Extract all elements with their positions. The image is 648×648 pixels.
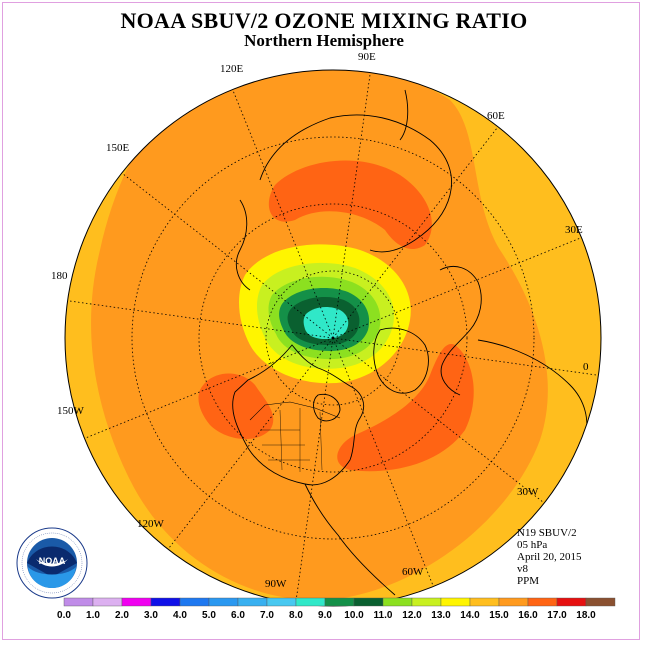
east-asia-coast	[236, 199, 251, 291]
latitude-circle	[198, 203, 468, 473]
meridian-line	[332, 337, 545, 504]
meridian-line	[332, 337, 434, 587]
hudson-bay	[313, 393, 341, 422]
meridian-line	[84, 337, 334, 439]
noaa-logo: NOAA	[16, 527, 88, 599]
meridian-line	[232, 89, 334, 339]
meridian-line	[332, 126, 499, 339]
lon-label-0: 0	[583, 361, 589, 373]
meridian-line	[332, 72, 371, 339]
meridian-line	[332, 237, 582, 339]
lon-label-150w: 150W	[57, 405, 84, 417]
lon-label-60w: 60W	[402, 566, 424, 578]
lon-label-120w: 120W	[137, 518, 164, 530]
meridian-line	[332, 337, 599, 376]
lon-label-90w: 90W	[265, 578, 287, 590]
units-label: PPM	[517, 575, 540, 587]
india-coast	[399, 89, 409, 141]
lon-label-180: 180	[51, 270, 68, 282]
map-title: NOAA SBUV/2 OZONE MIXING RATIO	[120, 8, 528, 33]
date-label: April 20, 2015	[517, 551, 582, 563]
graticule	[67, 72, 599, 604]
north-america-coast	[232, 344, 364, 486]
meridian-line	[67, 300, 334, 339]
info-block: N19 SBUV/2 05 hPa April 20, 2015 v8 PPM	[517, 527, 581, 587]
asia-coast	[259, 114, 453, 253]
version-label: v8	[517, 563, 528, 575]
figure-frame	[2, 2, 640, 640]
greenland-coast	[373, 327, 429, 394]
lon-label-120e: 120E	[220, 63, 244, 75]
map-subtitle: Northern Hemisphere	[244, 31, 404, 50]
meridian-line	[167, 337, 334, 550]
lon-label-30e: 30E	[565, 224, 583, 236]
lon-label-60e: 60E	[487, 110, 505, 122]
lon-label-30w: 30W	[517, 486, 539, 498]
lon-label-90e: 90E	[358, 51, 376, 63]
latitude-circle	[131, 136, 535, 540]
logo-text: NOAA	[39, 556, 66, 566]
contour-band-15-16-atlantic	[337, 344, 474, 472]
contour-band-7-8	[303, 306, 349, 339]
level-label: 05 hPa	[517, 539, 548, 551]
latitude-circle	[265, 270, 401, 406]
state-lines	[260, 408, 323, 472]
meridian-line	[121, 172, 334, 339]
us-border	[249, 401, 341, 421]
central-america-coast	[304, 483, 396, 596]
europe-coast	[439, 266, 482, 396]
lon-label-150e: 150E	[106, 142, 130, 154]
instrument-label: N19 SBUV/2	[517, 527, 577, 539]
meridian-line	[295, 337, 334, 604]
contour-band-15-16-pacific	[198, 373, 274, 440]
